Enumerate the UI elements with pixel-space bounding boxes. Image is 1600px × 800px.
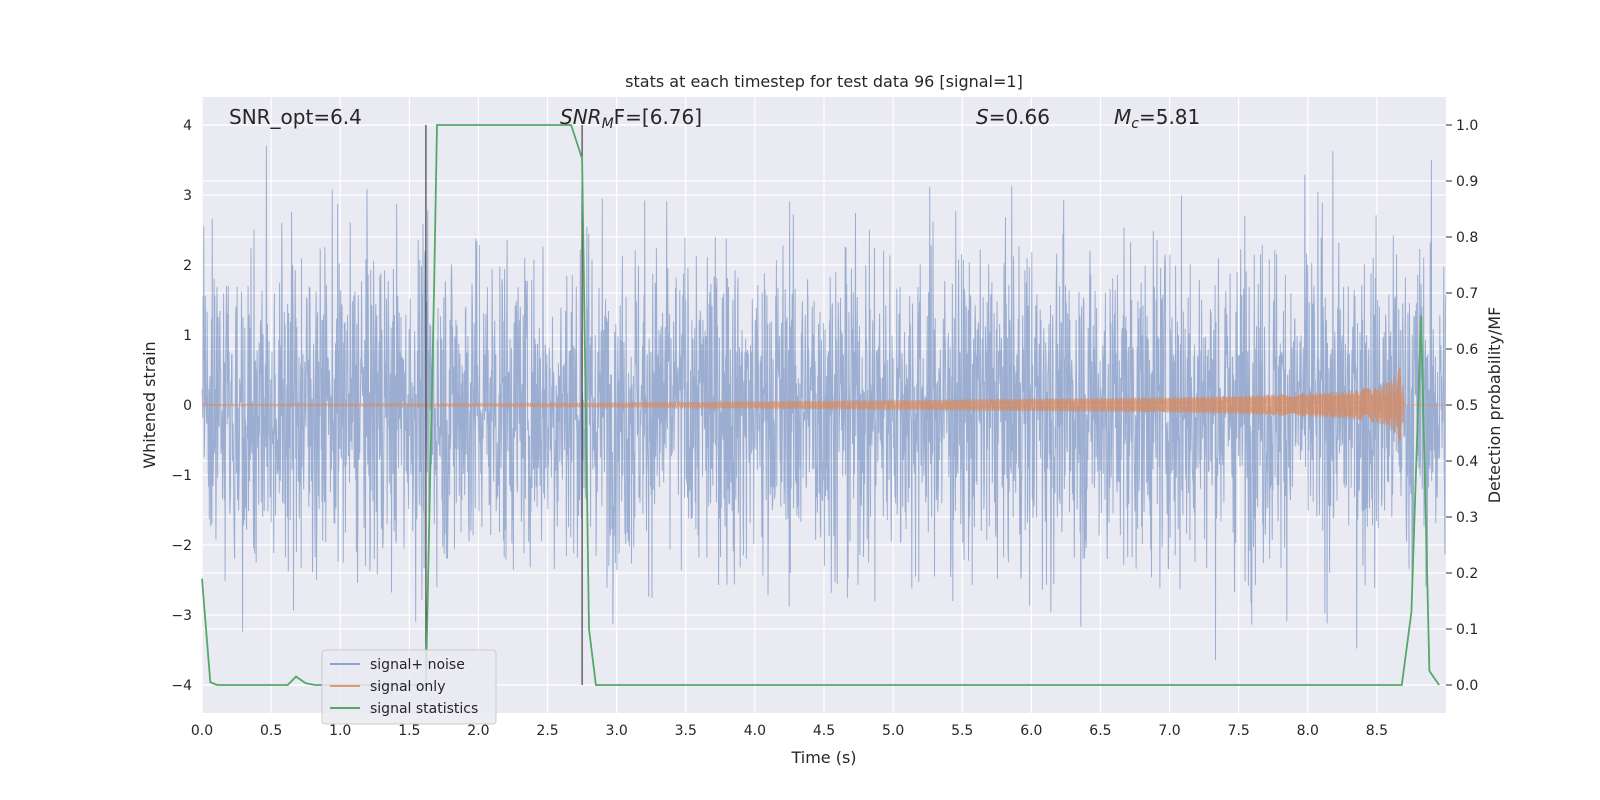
y-left-tick-label: −4 <box>171 678 192 694</box>
x-tick-label: 0.0 <box>191 723 213 739</box>
series-signal-statistics <box>201 124 1440 686</box>
x-axis-ticks: 0.0 0.5 1.0 1.5 2.0 2.5 3.0 3.5 4.0 4.5 5.0 5.5 6.0 6… <box>191 723 1388 739</box>
y-right-tick-label: 0.8 <box>1456 230 1478 246</box>
y-right-tick-label: 0.0 <box>1456 678 1478 694</box>
annotation-s: S=0.66 <box>976 105 1050 129</box>
x-tick-label: 5.5 <box>951 723 973 739</box>
x-tick-label: 3.0 <box>606 723 628 739</box>
y-right-tick-label: 0.6 <box>1456 342 1478 358</box>
y-right-tick-label: 0.9 <box>1456 174 1478 190</box>
line-signal-statistics <box>201 124 1440 686</box>
x-tick-label: 3.5 <box>675 723 697 739</box>
y-right-tick-label: 0.2 <box>1456 566 1478 582</box>
annotation-mc-var: M <box>1114 105 1131 129</box>
chart-title: stats at each timestep for test data 96 … <box>625 72 1023 91</box>
legend-label-signal-only: signal only <box>370 679 445 695</box>
y-left-tick-label: −3 <box>171 608 192 624</box>
annotation-mc: Mc=5.81 <box>1114 105 1200 132</box>
annotation-snr-mf-sub: M <box>602 116 614 132</box>
y-right-tick-label: 0.4 <box>1456 454 1478 470</box>
y-left-tick-label: 0 <box>183 398 192 414</box>
annotation-snr-mf-rest: F=[6.76] <box>614 105 702 129</box>
annotation-s-rest: =0.66 <box>989 105 1050 129</box>
annotation-snr-mf-main: SNR <box>560 105 602 129</box>
y-right-axis-ticks: 0.0 0.1 0.2 0.3 0.4 0.5 0.6 0.7 0.8 0.9 1.0 <box>1446 118 1478 694</box>
x-tick-label: 1.5 <box>398 723 420 739</box>
x-tick-label: 6.5 <box>1089 723 1111 739</box>
y-left-tick-label: 1 <box>183 328 192 344</box>
annotation-snr-mf: SNRMF=[6.76] <box>560 105 702 132</box>
y-left-tick-label: −1 <box>171 468 192 484</box>
y-left-tick-label: 4 <box>183 118 192 134</box>
x-tick-label: 4.0 <box>744 723 766 739</box>
y-left-axis-ticks: −4 −3 −2 −1 0 1 2 3 4 <box>171 118 192 694</box>
annotation-mc-sub: c <box>1131 116 1139 132</box>
legend-label-signal-plus-noise: signal+ noise <box>370 657 465 673</box>
x-tick-label: 8.5 <box>1366 723 1388 739</box>
annotation-mc-rest: =5.81 <box>1139 105 1200 129</box>
series-signal-only <box>201 367 1446 443</box>
x-tick-label: 8.0 <box>1297 723 1319 739</box>
x-tick-label: 2.5 <box>536 723 558 739</box>
y-right-axis-label: Detection probability/MF <box>1485 307 1504 504</box>
y-left-axis-label: Whitened strain <box>140 341 159 468</box>
x-tick-label: 5.0 <box>882 723 904 739</box>
line-signal-plus-noise <box>201 145 1447 661</box>
y-right-tick-label: 0.3 <box>1456 510 1478 526</box>
x-tick-label: 1.0 <box>329 723 351 739</box>
line-signal-only <box>201 367 1446 443</box>
y-left-tick-label: 3 <box>183 188 192 204</box>
legend: signal+ noise signal only signal statist… <box>321 649 497 725</box>
legend-label-signal-statistics: signal statistics <box>370 701 478 717</box>
y-left-tick-label: 2 <box>183 258 192 274</box>
x-axis-label: Time (s) <box>790 748 856 767</box>
y-right-tick-label: 0.7 <box>1456 286 1478 302</box>
legend-box <box>321 649 497 725</box>
x-tick-label: 6.0 <box>1020 723 1042 739</box>
series-signal-plus-noise <box>201 145 1447 661</box>
y-right-tick-label: 0.5 <box>1456 398 1478 414</box>
x-tick-label: 2.0 <box>467 723 489 739</box>
annotation-s-var: S <box>976 105 989 129</box>
annotation-snr-opt: SNR_opt=6.4 <box>229 105 362 129</box>
y-right-tick-label: 0.1 <box>1456 622 1478 638</box>
y-left-tick-label: −2 <box>171 538 192 554</box>
y-right-tick-label: 1.0 <box>1456 118 1478 134</box>
x-tick-label: 7.5 <box>1228 723 1250 739</box>
x-tick-label: 7.0 <box>1158 723 1180 739</box>
x-tick-label: 4.5 <box>813 723 835 739</box>
x-tick-label: 0.5 <box>260 723 282 739</box>
